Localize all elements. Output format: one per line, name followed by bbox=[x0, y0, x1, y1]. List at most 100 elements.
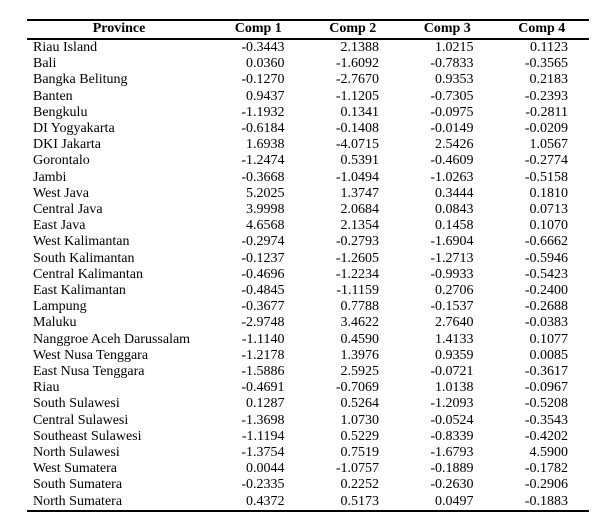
value-cell: -0.0721 bbox=[430, 364, 474, 380]
value-cell: 3.4622 bbox=[340, 315, 380, 331]
province-cell: Southeast Sulawesi bbox=[33, 428, 142, 444]
value-cell: -0.5423 bbox=[524, 266, 568, 282]
province-cell: DI Yogyakarta bbox=[33, 121, 115, 137]
value-cell: 0.5264 bbox=[340, 396, 380, 412]
value-cell: -0.3443 bbox=[241, 40, 285, 55]
value-cell: -0.3565 bbox=[524, 56, 568, 72]
province-cell: West Kalimantan bbox=[33, 234, 130, 250]
province-cell: North Sulawesi bbox=[33, 445, 120, 461]
table-row: West Sumatera 0.0044 -1.0757 -0.1889 -0.1782 bbox=[27, 461, 589, 477]
value-cell: -0.8339 bbox=[430, 428, 474, 444]
value-cell: 3.9998 bbox=[246, 202, 285, 218]
table-row: DKI Jakarta 1.6938 -4.0715 2.5426 1.0567 bbox=[27, 137, 589, 153]
province-cell: Lampung bbox=[33, 299, 87, 315]
value-cell: -0.4696 bbox=[241, 266, 285, 282]
table-row: Southeast Sulawesi -1.1194 0.5229 -0.8339 -0… bbox=[27, 429, 589, 445]
column-header-province: Province bbox=[27, 20, 211, 40]
value-cell: -0.1537 bbox=[430, 299, 474, 315]
value-cell: 0.4372 bbox=[246, 493, 285, 509]
table-row: West Nusa Tenggara -1.2178 1.3976 0.9359 0.0… bbox=[27, 348, 589, 364]
value-cell: 2.1388 bbox=[340, 40, 380, 55]
value-cell: -0.3617 bbox=[524, 364, 568, 380]
table-row: East Java 4.6568 2.1354 0.1458 0.1070 bbox=[27, 218, 589, 234]
value-cell: -0.2774 bbox=[524, 153, 568, 169]
value-cell: 4.6568 bbox=[246, 218, 285, 234]
value-cell: 0.2183 bbox=[529, 72, 569, 88]
value-cell: -0.7833 bbox=[430, 56, 474, 72]
value-cell: 0.3444 bbox=[435, 185, 474, 201]
value-cell: 0.0360 bbox=[246, 56, 285, 72]
value-cell: 1.4133 bbox=[435, 331, 474, 347]
value-cell: -1.2474 bbox=[241, 153, 285, 169]
table-row: Lampung -0.3677 0.7788 -0.1537 -0.2688 bbox=[27, 299, 589, 315]
value-cell: -1.1140 bbox=[241, 331, 285, 347]
value-cell: 0.1458 bbox=[435, 218, 474, 234]
value-cell: 0.1077 bbox=[529, 331, 569, 347]
value-cell: 0.1123 bbox=[530, 40, 568, 55]
value-cell: 0.1341 bbox=[340, 104, 380, 120]
table-row: North Sumatera 0.4372 0.5173 0.0497 -0.1883 bbox=[27, 494, 589, 511]
value-cell: 0.0843 bbox=[435, 202, 474, 218]
value-cell: -2.9748 bbox=[241, 315, 285, 331]
value-cell: -2.7670 bbox=[335, 72, 379, 88]
table-row: East Kalimantan -0.4845 -1.1159 0.2706 -0.24… bbox=[27, 283, 589, 299]
value-cell: 0.0497 bbox=[435, 493, 474, 509]
value-cell: -0.0967 bbox=[524, 380, 568, 396]
value-cell: 0.0085 bbox=[529, 347, 569, 363]
table-row: South Kalimantan -0.1237 -1.2605 -1.2713 -0.… bbox=[27, 251, 589, 267]
value-cell: -0.0149 bbox=[430, 121, 474, 137]
table-row: Central Sulawesi -1.3698 1.0730 -0.0524 -0.3… bbox=[27, 413, 589, 429]
value-cell: 0.1287 bbox=[246, 396, 285, 412]
value-cell: -1.1159 bbox=[336, 283, 379, 299]
value-cell: -0.3543 bbox=[524, 412, 568, 428]
value-cell: -1.5886 bbox=[241, 364, 285, 380]
table-row: Gorontalo -1.2474 0.5391 -0.4609 -0.2774 bbox=[27, 153, 589, 169]
value-cell: -0.5208 bbox=[524, 396, 568, 412]
value-cell: 0.5391 bbox=[340, 153, 380, 169]
value-cell: 1.6938 bbox=[246, 137, 285, 153]
value-cell: 0.4590 bbox=[340, 331, 380, 347]
province-cell: East Nusa Tenggara bbox=[33, 364, 145, 380]
province-cell: Banten bbox=[33, 88, 73, 104]
province-cell: DKI Jakarta bbox=[33, 137, 102, 153]
table-row: Central Java 3.9998 2.0684 0.0843 0.0713 bbox=[27, 202, 589, 218]
column-header-comp4: Comp 4 bbox=[494, 20, 589, 40]
value-cell: 5.2025 bbox=[246, 185, 285, 201]
province-cell: East Java bbox=[33, 218, 86, 234]
column-header-comp3: Comp 3 bbox=[400, 20, 495, 40]
value-cell: 0.5229 bbox=[340, 428, 380, 444]
value-cell: -1.2713 bbox=[430, 250, 474, 266]
value-cell: -1.6904 bbox=[430, 234, 474, 250]
province-cell: Bangka Belitung bbox=[33, 72, 128, 88]
value-cell: -1.3698 bbox=[241, 412, 285, 428]
province-cell: South Sulawesi bbox=[33, 396, 120, 412]
value-cell: -0.1408 bbox=[335, 121, 379, 137]
province-cell: Bali bbox=[33, 56, 57, 72]
table-row: Riau -0.4691 -0.7069 1.0138 -0.0967 bbox=[27, 380, 589, 396]
value-cell: -0.1782 bbox=[524, 461, 568, 477]
value-cell: -0.9933 bbox=[430, 266, 474, 282]
column-header-comp1: Comp 1 bbox=[211, 20, 306, 40]
value-cell: -0.7305 bbox=[430, 88, 474, 104]
value-cell: -0.1889 bbox=[430, 461, 474, 477]
value-cell: -1.0757 bbox=[335, 461, 379, 477]
value-cell: -0.0209 bbox=[524, 121, 568, 137]
value-cell: 0.1070 bbox=[529, 218, 569, 234]
table-row: West Kalimantan -0.2974 -0.2793 -1.6904 -0.6… bbox=[27, 234, 589, 250]
value-cell: -0.2688 bbox=[524, 299, 568, 315]
column-header-comp2: Comp 2 bbox=[305, 20, 400, 40]
value-cell: 4.5900 bbox=[529, 445, 569, 461]
province-cell: Riau Island bbox=[33, 40, 98, 55]
value-cell: -1.1932 bbox=[241, 104, 285, 120]
province-cell: North Sumatera bbox=[33, 493, 123, 509]
value-cell: 2.5426 bbox=[435, 137, 474, 153]
value-cell: 0.0713 bbox=[529, 202, 569, 218]
value-cell: -0.0975 bbox=[430, 104, 474, 120]
value-cell: -0.0524 bbox=[430, 412, 474, 428]
value-cell: -1.3754 bbox=[241, 445, 285, 461]
value-cell: -0.7069 bbox=[335, 380, 379, 396]
value-cell: -1.1205 bbox=[335, 88, 379, 104]
value-cell: -0.5946 bbox=[524, 250, 568, 266]
value-cell: 1.3976 bbox=[340, 347, 380, 363]
